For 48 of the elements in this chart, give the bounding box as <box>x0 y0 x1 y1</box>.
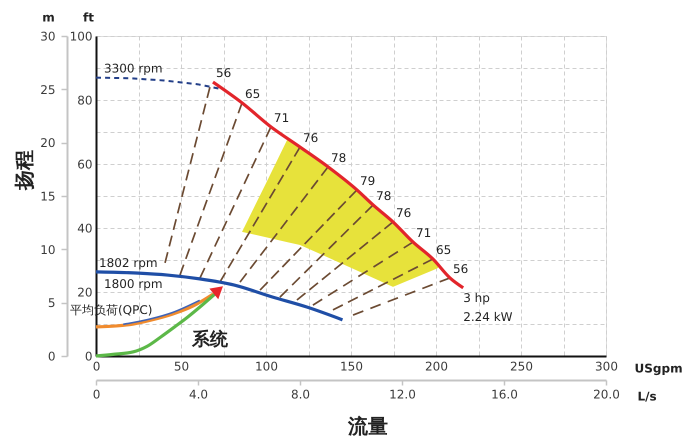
text: 流量 <box>347 414 388 438</box>
y2-tick-label: 5 <box>48 296 56 310</box>
y-tick-label: 80 <box>77 94 92 108</box>
x2-tick-label: 8.0 <box>290 388 310 402</box>
series-label: 3300 rpm <box>104 62 163 76</box>
x-tick-label: 50 <box>174 360 190 374</box>
line-series <box>95 76 220 90</box>
x2-axis-title: L/s <box>638 390 657 404</box>
annotation: 56 <box>452 262 468 276</box>
annotation: 65 <box>245 86 260 101</box>
x-tick-label: 200 <box>425 360 448 374</box>
y2-tick-label: 0 <box>48 350 56 364</box>
y-axis-title: ft <box>83 10 94 24</box>
y-tick-label: 20 <box>77 286 92 300</box>
x2-tick-label: 4.0 <box>188 388 208 402</box>
x2-tick-label: 20.0 <box>593 388 620 402</box>
y-tick-label: 100 <box>70 30 92 44</box>
y2-tick-label: 15 <box>40 190 56 204</box>
annotation: 78 <box>376 188 392 203</box>
y-tick-label: 40 <box>77 222 92 236</box>
y2-tick-label: 10 <box>40 242 56 257</box>
annotation: 71 <box>416 226 432 240</box>
series-label: 3 hp 2.24 kW <box>463 290 513 324</box>
x-tick-label: 300 <box>595 360 618 374</box>
y2-axis-title: m <box>42 10 55 24</box>
x-tick-label: 150 <box>340 360 363 374</box>
annotation: 71 <box>274 110 290 125</box>
x-tick-label: 100 <box>255 360 278 374</box>
y2-tick-label: 20 <box>40 136 56 150</box>
annotation: 65 <box>436 243 452 258</box>
y-tick-label: 60 <box>77 158 92 172</box>
text: 扬程 <box>12 150 36 191</box>
annotation: 76 <box>303 131 318 146</box>
annotation: 1802 rpm <box>99 256 158 270</box>
x2-tick-label: 16.0 <box>491 388 518 402</box>
y2-tick-label: 30 <box>40 30 56 44</box>
y2-tick-label: 25 <box>40 82 56 97</box>
x-tick-label: 250 <box>510 360 533 374</box>
series-label: 1800 rpm <box>104 276 163 291</box>
y-tick-label: 0 <box>84 350 92 364</box>
annotation: 76 <box>396 206 412 220</box>
series-label: 系统 <box>191 328 229 350</box>
annotation: 56 <box>216 66 232 80</box>
annotation: 78 <box>331 150 346 165</box>
annotation: 79 <box>360 174 376 188</box>
x-axis-title: USgpm <box>634 362 683 376</box>
x2-tick-label: 12.0 <box>389 388 416 402</box>
line-series <box>94 270 344 322</box>
